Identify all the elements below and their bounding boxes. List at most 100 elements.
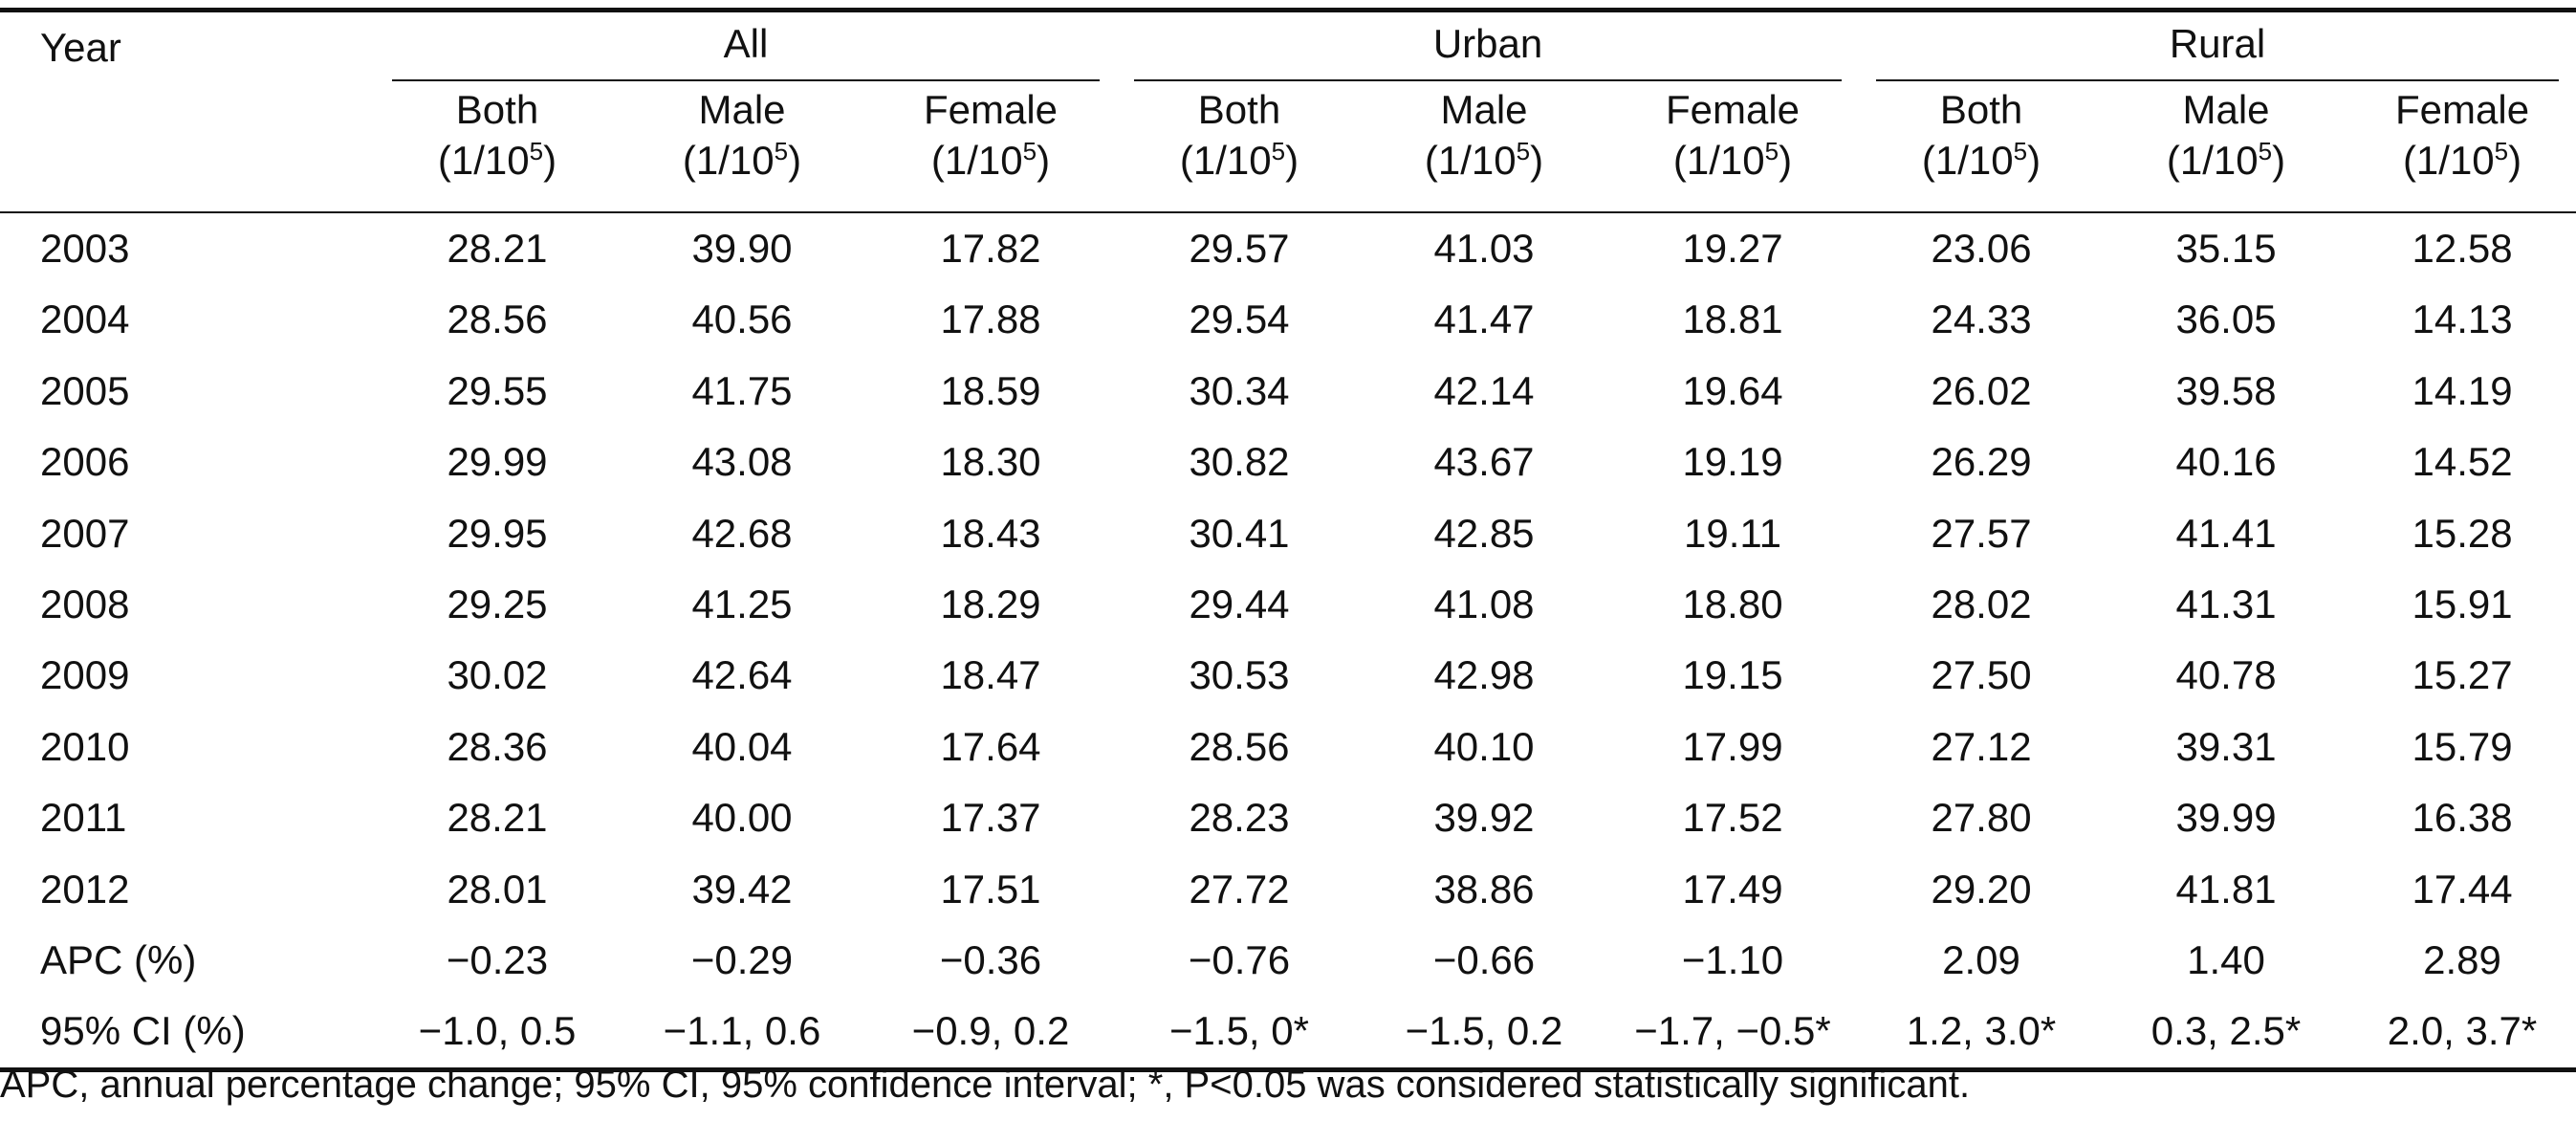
table-cell: 1.40 xyxy=(2187,936,2265,982)
table-cell: 28.21 xyxy=(447,226,548,271)
row-label: APC (%) xyxy=(40,936,197,982)
table-row: 2004 28.56 40.56 17.88 29.54 41.47 18.81 24.33 3… xyxy=(0,284,2576,355)
table-row: 2008 29.25 41.25 18.29 29.44 41.08 18.80 28.02 4… xyxy=(0,569,2576,640)
table-cell: 27.50 xyxy=(1931,652,2032,698)
table-cell: −0.9, 0.2 xyxy=(911,1008,1070,1054)
table-row: 2003 28.21 39.90 17.82 29.57 41.03 19.27 23.06 3… xyxy=(0,212,2576,284)
table-cell: 42.98 xyxy=(1433,652,1535,698)
table-cell: 28.02 xyxy=(1931,581,2032,626)
table-cell: −0.76 xyxy=(1188,936,1291,982)
table-cell: 29.57 xyxy=(1189,226,1290,271)
table-cell: 30.53 xyxy=(1189,652,1290,698)
table-cell: 16.38 xyxy=(2412,795,2513,841)
table-header: Year All Urban Rural Both (1/105) Male (1/1… xyxy=(0,10,2576,212)
table-cell: 2.09 xyxy=(1942,936,2020,982)
table-cell: 42.85 xyxy=(1433,510,1535,556)
table-cell: 41.25 xyxy=(691,581,793,626)
row-label: 2006 xyxy=(40,439,130,485)
table-cell: 18.59 xyxy=(940,367,1041,413)
table-cell: 29.20 xyxy=(1931,866,2032,912)
table-cell: 41.08 xyxy=(1433,581,1535,626)
table-row: 2011 28.21 40.00 17.37 28.23 39.92 17.52 27.80 3… xyxy=(0,782,2576,853)
table-cell: 43.67 xyxy=(1433,439,1535,485)
table-footnote: APC, annual percentage change; 95% CI, 9… xyxy=(0,1064,1971,1106)
table-cell: −0.29 xyxy=(690,936,794,982)
year-header: Year xyxy=(40,25,121,70)
row-label: 2012 xyxy=(40,866,130,912)
table-cell: 43.08 xyxy=(691,439,793,485)
table-cell: 19.15 xyxy=(1682,652,1783,698)
table-cell: 41.75 xyxy=(691,367,793,413)
table-cell: 41.31 xyxy=(2175,581,2277,626)
table-cell: 40.04 xyxy=(691,723,793,769)
table-cell: 17.51 xyxy=(940,866,1041,912)
table-cell: −1.7, −0.5* xyxy=(1634,1008,1831,1054)
table-cell: 30.02 xyxy=(447,652,548,698)
table-row: 95% CI (%) −1.0, 0.5 −1.1, 0.6 −0.9, 0.2 −1.… xyxy=(0,996,2576,1070)
table-cell: 28.56 xyxy=(1189,723,1290,769)
subcolumn-header: Male (1/105) xyxy=(2166,87,2286,183)
table-cell: 17.99 xyxy=(1682,723,1783,769)
subcolumn-header: Both (1/105) xyxy=(437,87,557,183)
table-cell: 40.10 xyxy=(1433,723,1535,769)
table-cell: 17.37 xyxy=(940,795,1041,841)
row-label: 2009 xyxy=(40,652,130,698)
row-label: 95% CI (%) xyxy=(40,1008,246,1054)
table-cell: 30.82 xyxy=(1189,439,1290,485)
table-cell: 15.27 xyxy=(2412,652,2513,698)
table-cell: 27.57 xyxy=(1931,510,2032,556)
table-cell: −1.0, 0.5 xyxy=(418,1008,577,1054)
table-cell: 29.55 xyxy=(447,367,548,413)
table-cell: 1.2, 3.0* xyxy=(1906,1008,2057,1054)
table-row: 2005 29.55 41.75 18.59 30.34 42.14 19.64 26.02 3… xyxy=(0,356,2576,427)
table-cell: 14.19 xyxy=(2412,367,2513,413)
table-cell: −1.5, 0.2 xyxy=(1405,1008,1563,1054)
group-header-rural: Rural xyxy=(1859,11,2576,81)
table-cell: 17.82 xyxy=(940,226,1041,271)
table-cell: 2.89 xyxy=(2423,936,2501,982)
table-cell: 18.80 xyxy=(1682,581,1783,626)
table-cell: 29.44 xyxy=(1189,581,1290,626)
table-cell: 18.30 xyxy=(940,439,1041,485)
table-cell: 35.15 xyxy=(2175,226,2277,271)
table-row: 2012 28.01 39.42 17.51 27.72 38.86 17.49 29.20 4… xyxy=(0,854,2576,925)
subcolumn-header: Male (1/105) xyxy=(682,87,802,183)
table-cell: 27.12 xyxy=(1931,723,2032,769)
table-row: 2007 29.95 42.68 18.43 30.41 42.85 19.11 27.57 4… xyxy=(0,498,2576,569)
table-cell: 41.41 xyxy=(2175,510,2277,556)
table-cell: −0.66 xyxy=(1432,936,1536,982)
table-cell: 15.91 xyxy=(2412,581,2513,626)
table-cell: −1.5, 0* xyxy=(1169,1008,1309,1054)
table-cell: 15.28 xyxy=(2412,510,2513,556)
group-header-all: All xyxy=(375,11,1117,81)
table-cell: 39.90 xyxy=(691,226,793,271)
subcolumn-header: Both (1/105) xyxy=(1179,87,1299,183)
table-row: 2009 30.02 42.64 18.47 30.53 42.98 19.15 27.50 4… xyxy=(0,640,2576,711)
row-label: 2008 xyxy=(40,581,130,626)
table-cell: 18.47 xyxy=(940,652,1041,698)
table-cell: 18.29 xyxy=(940,581,1041,626)
table-cell: 14.13 xyxy=(2412,297,2513,342)
incidence-table: Year All Urban Rural Both (1/105) Male (1/1… xyxy=(0,8,2576,1072)
row-label: 2007 xyxy=(40,510,130,556)
table-cell: 39.99 xyxy=(2175,795,2277,841)
subcolumn-header: Female (1/105) xyxy=(2395,87,2530,183)
table-cell: 42.68 xyxy=(691,510,793,556)
row-label: 2005 xyxy=(40,367,130,413)
table-cell: 19.27 xyxy=(1682,226,1783,271)
row-label: 2003 xyxy=(40,226,130,271)
table-cell: 40.00 xyxy=(691,795,793,841)
row-label: 2004 xyxy=(40,297,130,342)
table-cell: 40.16 xyxy=(2175,439,2277,485)
table-cell: 27.80 xyxy=(1931,795,2032,841)
table-cell: 18.43 xyxy=(940,510,1041,556)
table-cell: 19.19 xyxy=(1682,439,1783,485)
table-cell: 19.11 xyxy=(1684,510,1782,556)
table-cell: 40.78 xyxy=(2175,652,2277,698)
table-cell: 30.34 xyxy=(1189,367,1290,413)
table-cell: 41.47 xyxy=(1433,297,1535,342)
table-cell: 12.58 xyxy=(2412,226,2513,271)
table-cell: 28.56 xyxy=(447,297,548,342)
table-cell: 42.64 xyxy=(691,652,793,698)
table-cell: 28.21 xyxy=(447,795,548,841)
